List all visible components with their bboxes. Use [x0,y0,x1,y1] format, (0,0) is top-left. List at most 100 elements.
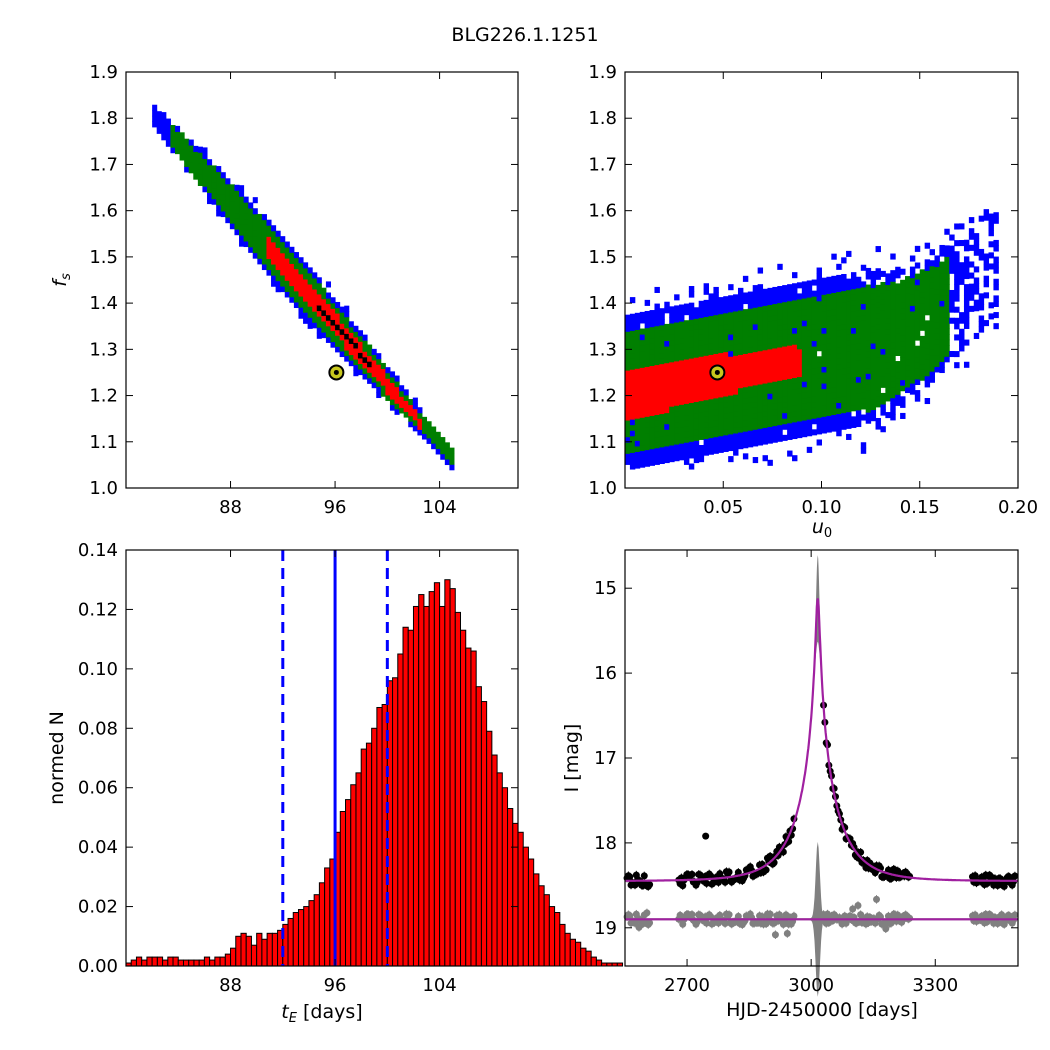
heatmap-cell [890,281,896,288]
histogram-bar [412,605,420,967]
heatmap-cell [644,432,651,440]
heatmap-cell [703,432,710,440]
heatmap-cell [919,285,926,293]
heatmap-cell [693,307,700,314]
heatmap-cell [801,425,808,432]
heatmap-cell [885,323,891,330]
heatmap-cell [801,431,808,438]
heatmap-cell [688,435,695,442]
heatmap-cell [266,236,272,243]
heatmap-cell [713,397,719,404]
heatmap-cell [909,299,916,306]
heatmap-cell [220,211,226,218]
heatmap-cell [664,418,670,425]
heatmap-cell [865,373,872,380]
heatmap-cell [298,279,304,286]
heatmap-cell [949,350,955,358]
heatmap-cell [801,320,808,327]
heatmap-cell [963,339,970,346]
heatmap-cell [944,300,950,307]
heatmap-cell [353,353,359,360]
heatmap-cell [944,245,950,252]
heatmap-cell [625,370,631,377]
heatmap-cell [939,267,945,274]
heatmap-cell [762,421,768,428]
heatmap-cell [688,452,695,459]
heatmap-cell [723,384,729,391]
heatmap-cell [367,372,373,379]
heatmap-cell [806,363,813,370]
heatmap-cell [289,252,295,259]
heatmap-cell [772,414,778,421]
heatmap-cell [733,349,739,356]
heatmap-cell [674,410,680,417]
heatmap-cell [870,404,877,411]
heatmap-cell [831,359,837,366]
heatmap-cell [963,273,970,280]
heatmap-cell [767,310,773,317]
heatmap-cell [909,366,916,373]
heatmap-cell [261,264,267,271]
heatmap-cell [261,247,267,254]
heatmap-cell [752,407,759,414]
heatmap-cell [303,273,309,280]
heatmap-cell [683,386,690,393]
heatmap-cell [792,322,798,329]
heatmap-cell [312,322,318,329]
heatmap-cell [737,321,744,328]
heatmap-cell [348,332,354,339]
heatmap-cell [860,320,867,327]
heatmap-cell [865,284,872,291]
heatmap-cell [762,427,768,434]
heatmap-cell [693,362,700,369]
heatmap-cell [934,327,940,334]
heatmap-cell [679,393,685,400]
heatmap-cell [225,178,231,185]
heatmap-cell [330,330,336,337]
heatmap-cell [954,323,960,330]
heatmap-cell [733,416,739,423]
heatmap-cell [188,150,194,157]
heatmap-cell [737,298,744,305]
residual-point [1011,911,1019,919]
heatmap-cell [634,418,641,425]
heatmap-cell [870,409,877,416]
histogram-markers [281,550,389,966]
histogram-bar [350,784,357,967]
heatmap-cell [875,307,881,314]
heatmap-cell [860,292,867,299]
heatmap-cell [683,370,690,377]
heatmap-cell [831,353,837,360]
heatmap-cell [325,281,331,288]
heatmap-cell [634,407,641,414]
heatmap-cell [880,315,886,322]
heatmap-cell [752,285,759,292]
heatmap-cell [846,334,852,341]
heatmap-cell [693,323,700,330]
heatmap-cell [733,294,739,301]
heatmap-cell [752,396,759,403]
heatmap-cell [431,437,437,444]
heatmap-cell [733,338,739,345]
heatmap-cell [811,418,818,425]
heatmap-cell [280,241,286,248]
heatmap-cell [654,303,660,310]
heatmap-cell [777,313,783,320]
data-point [766,852,774,860]
heatmap-cell [924,364,931,371]
heatmap-cell [767,437,773,444]
heatmap-cell [634,440,641,447]
heatmap-cell [718,446,724,453]
heatmap-cell [634,451,641,458]
heatmap-cell [440,437,446,444]
heatmap-cell [629,391,636,398]
heatmap-cell [644,455,651,462]
heatmap-cell [698,378,705,385]
histogram-bar [146,956,153,967]
heatmap-cell [316,299,322,306]
heatmap-cell [983,253,990,260]
heatmap-cell [698,322,705,330]
heatmap-cell [698,428,705,435]
histogram-bar [496,772,503,967]
